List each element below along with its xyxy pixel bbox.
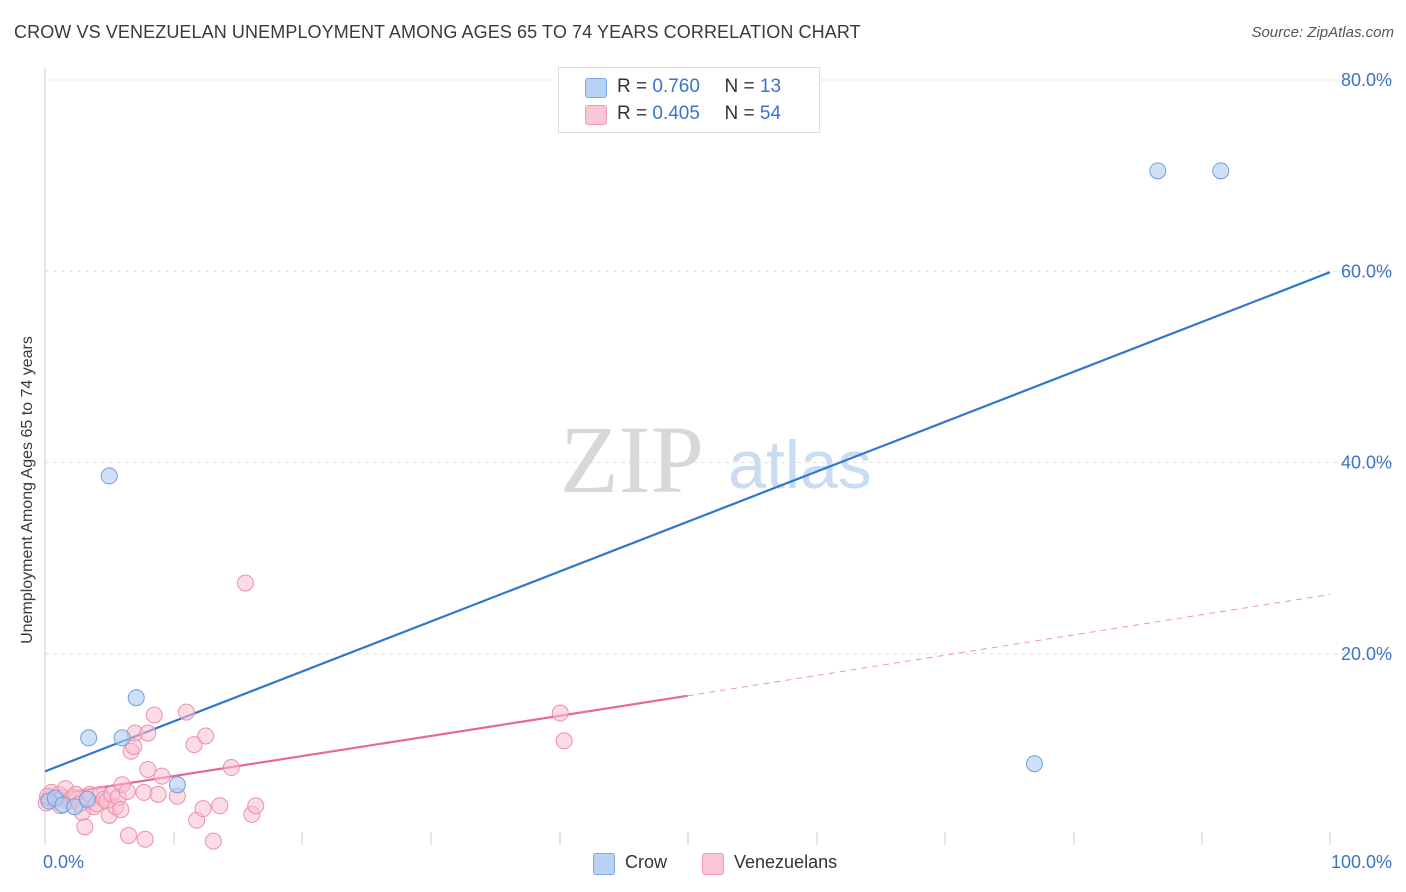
x-tick-label: 0.0%: [43, 852, 84, 872]
crow-point: [1025, 755, 1043, 773]
crow-point: [1149, 162, 1167, 180]
venezuelans-point: [247, 797, 265, 815]
chart-title: CROW VS VENEZUELAN UNEMPLOYMENT AMONG AG…: [14, 22, 861, 42]
venezuelans-trend-extension: [687, 593, 1331, 697]
legend-crow-text: R = 0.760 N = 13: [617, 76, 781, 98]
legend-ven-r-value: 0.405: [652, 103, 700, 124]
watermark-atlas: atlas: [728, 427, 872, 503]
venezuelans-point: [145, 706, 163, 724]
venezuelans-point: [197, 727, 215, 745]
venezuelans-point: [135, 783, 153, 801]
crow-swatch: [585, 78, 607, 98]
grid-layer: [44, 68, 1392, 845]
point-layer: [37, 162, 1230, 850]
venezuelans-point: [236, 574, 254, 592]
venezuelans-point: [76, 818, 94, 836]
venezuelans-point: [139, 724, 157, 742]
crow-point: [113, 729, 131, 747]
bottom-legend-venezuelans-label: Venezuelans: [734, 852, 838, 872]
venezuelans-point: [555, 732, 573, 750]
legend-ven-n-label: N =: [724, 103, 755, 124]
bottom-legend-crow-label: Crow: [625, 852, 668, 872]
watermark-zip: ZIP: [560, 406, 704, 513]
venezuelans-point: [139, 760, 157, 778]
y-tick-label: 60.0%: [1341, 261, 1392, 281]
venezuelans-point: [112, 801, 130, 819]
venezuelans-point: [136, 830, 154, 848]
venezuelans-trend-line: [44, 694, 688, 798]
bottom-venezuelans-swatch: [702, 853, 724, 875]
legend-crow-r-label: R =: [617, 76, 648, 97]
venezuelans-point: [118, 782, 136, 800]
crow-point: [1212, 162, 1230, 180]
crow-point: [78, 790, 96, 808]
y-axis-label: Unemployment Among Ages 65 to 74 years: [19, 336, 36, 644]
source-label: Source: ZipAtlas.com: [1251, 24, 1394, 41]
venezuelans-point: [222, 759, 240, 777]
trend-layer: [44, 271, 1331, 798]
venezuelans-point: [185, 736, 203, 754]
venezuelans-point: [177, 703, 195, 721]
tick-layer: 20.0% 40.0% 60.0% 80.0% 0.0% 100.0%: [43, 70, 1392, 872]
venezuelans-point: [551, 704, 569, 722]
venezuelans-swatch: [585, 105, 607, 125]
legend-crow-n-value: 13: [759, 76, 782, 97]
crow-point: [80, 729, 98, 747]
legend-crow-n-label: N =: [724, 76, 755, 97]
venezuelans-point: [153, 767, 171, 785]
legend-ven-text: R = 0.405 N = 54: [617, 103, 781, 125]
y-tick-label: 80.0%: [1341, 70, 1392, 90]
watermark: ZIP atlas: [560, 406, 872, 513]
y-tick-label: 40.0%: [1341, 453, 1392, 473]
crow-point: [168, 776, 186, 794]
x-tick-label: 100.0%: [1331, 852, 1392, 872]
venezuelans-point: [149, 785, 167, 803]
correlation-legend: R = 0.760 N = 13 R = 0.405 N = 54: [558, 67, 820, 133]
venezuelans-point: [204, 832, 222, 850]
legend-ven-r-label: R =: [617, 103, 648, 124]
crow-point: [127, 689, 145, 707]
venezuelans-point: [211, 797, 229, 815]
crow-point: [66, 798, 84, 816]
venezuelans-point: [120, 826, 138, 844]
y-axis-label-wrap: Unemployment Among Ages 65 to 74 years: [16, 140, 40, 840]
y-tick-label: 20.0%: [1341, 644, 1392, 664]
legend-crow-r-value: 0.760: [652, 76, 700, 97]
crow-trend-line: [44, 271, 1331, 773]
crow-point: [100, 467, 118, 485]
bottom-crow-swatch: [593, 853, 615, 875]
venezuelans-point: [194, 800, 212, 818]
legend-ven-n-value: 54: [759, 103, 782, 124]
